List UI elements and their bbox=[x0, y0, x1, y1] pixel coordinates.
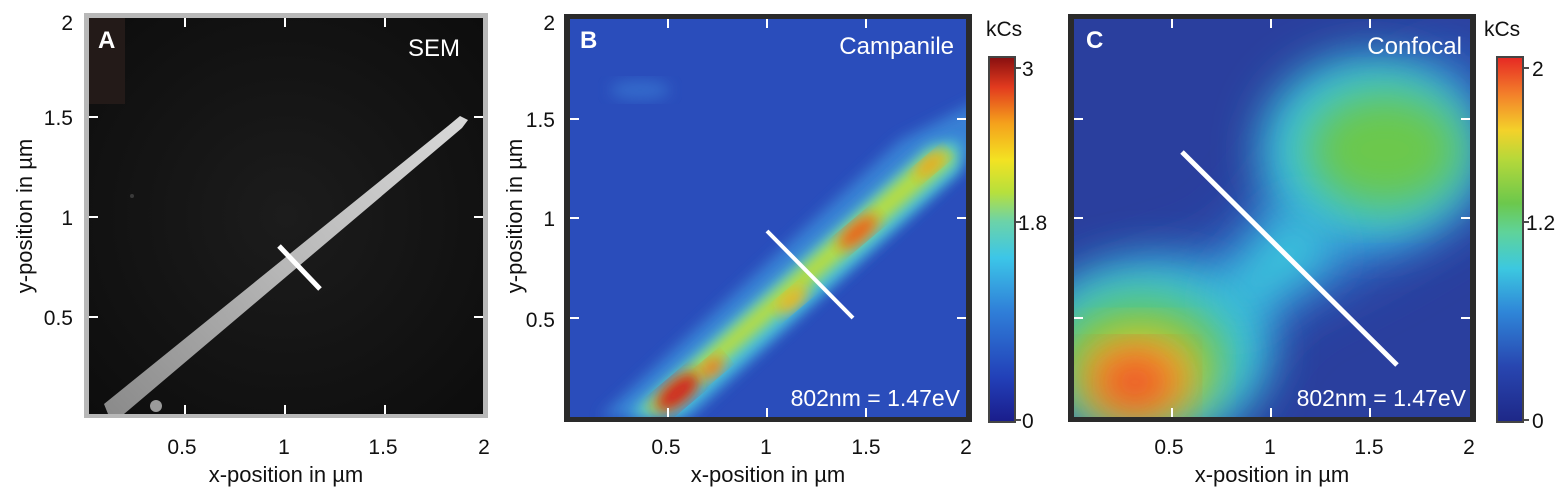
x-tick-a-3: 2 bbox=[478, 436, 490, 459]
nanowire-shape bbox=[104, 116, 468, 414]
particle bbox=[150, 400, 162, 412]
line-cut-b bbox=[765, 229, 855, 320]
y-tick-a-2: 1.5 bbox=[44, 107, 73, 130]
x-tick-b-2: 1.5 bbox=[851, 436, 880, 459]
x-tick-b-1: 1 bbox=[760, 436, 772, 459]
colorbar-unit-b: kCs bbox=[986, 18, 1022, 41]
x-tick-c-1: 1 bbox=[1264, 436, 1276, 459]
x-axis-label-b: x-position in µm bbox=[691, 462, 846, 487]
panel-a-dark-patch bbox=[89, 18, 125, 104]
colorbar-b-tick-1: 1.8 bbox=[1018, 212, 1047, 235]
panel-c-heat bbox=[1074, 19, 1470, 417]
speck bbox=[130, 194, 134, 198]
panel-a: A SEM 0.5 1 1.5 2 0.5 1 1.5 2 x-position… bbox=[12, 12, 490, 487]
colorbar-b bbox=[990, 58, 1014, 421]
x-tick-c-0: 0.5 bbox=[1154, 436, 1183, 459]
x-tick-b-0: 0.5 bbox=[651, 436, 680, 459]
colorbar-c bbox=[1498, 58, 1522, 421]
line-cut-c bbox=[1180, 150, 1399, 367]
y-axis-label-a: y-position in µm bbox=[12, 139, 37, 294]
colorbar-c-tick-2: 2 bbox=[1532, 58, 1544, 81]
colorbar-b-ticks bbox=[1016, 67, 1021, 421]
panel-b-heat bbox=[570, 19, 966, 417]
y-tick-a-1: 1 bbox=[61, 207, 73, 230]
x-axis-label-c: x-position in µm bbox=[1195, 462, 1350, 487]
panel-letter-c: C bbox=[1086, 27, 1103, 54]
panel-b-ticks bbox=[570, 19, 966, 417]
y-axis-label-b: y-position in µm bbox=[502, 139, 527, 294]
line-cut-a bbox=[277, 244, 322, 291]
panel-title-a: SEM bbox=[408, 35, 460, 62]
colorbar-c-ticks bbox=[1524, 67, 1529, 421]
panel-title-b: Campanile bbox=[839, 33, 954, 60]
x-axis-label-a: x-position in µm bbox=[209, 462, 364, 487]
y-tick-b-3: 2 bbox=[543, 12, 555, 35]
y-tick-b-0: 0.5 bbox=[526, 309, 555, 332]
panel-letter-b: B bbox=[580, 27, 597, 54]
x-tick-a-1: 1 bbox=[278, 436, 290, 459]
colorbar-c-tick-0: 0 bbox=[1532, 410, 1544, 433]
x-tick-c-3: 2 bbox=[1463, 436, 1475, 459]
panel-c-ticks bbox=[1074, 19, 1470, 417]
y-tick-a-3: 2 bbox=[61, 12, 73, 35]
x-tick-a-2: 1.5 bbox=[368, 436, 397, 459]
colorbar-unit-c: kCs bbox=[1484, 18, 1520, 41]
x-tick-c-2: 1.5 bbox=[1354, 436, 1383, 459]
y-tick-b-1: 1 bbox=[543, 208, 555, 231]
annotation-c: 802nm = 1.47eV bbox=[1297, 385, 1467, 411]
annotation-b: 802nm = 1.47eV bbox=[791, 385, 961, 411]
colorbar-b-tick-0: 0 bbox=[1022, 410, 1034, 433]
panel-title-c: Confocal bbox=[1367, 33, 1462, 60]
y-tick-b-2: 1.5 bbox=[526, 109, 555, 132]
panel-c: C Confocal 802nm = 1.47eV 0.5 1 1.5 2 x-… bbox=[1068, 14, 1555, 487]
colorbar-c-tick-1: 1.2 bbox=[1526, 212, 1555, 235]
x-tick-a-0: 0.5 bbox=[167, 436, 196, 459]
panel-b: B Campanile 802nm = 1.47eV 0.5 1 1.5 2 0… bbox=[502, 12, 1047, 487]
panel-a-image bbox=[89, 18, 483, 414]
panel-a-ticks bbox=[89, 18, 483, 414]
panel-letter-a: A bbox=[98, 27, 115, 54]
x-tick-b-3: 2 bbox=[960, 436, 972, 459]
colorbar-b-tick-2: 3 bbox=[1022, 58, 1034, 81]
y-tick-a-0: 0.5 bbox=[44, 307, 73, 330]
